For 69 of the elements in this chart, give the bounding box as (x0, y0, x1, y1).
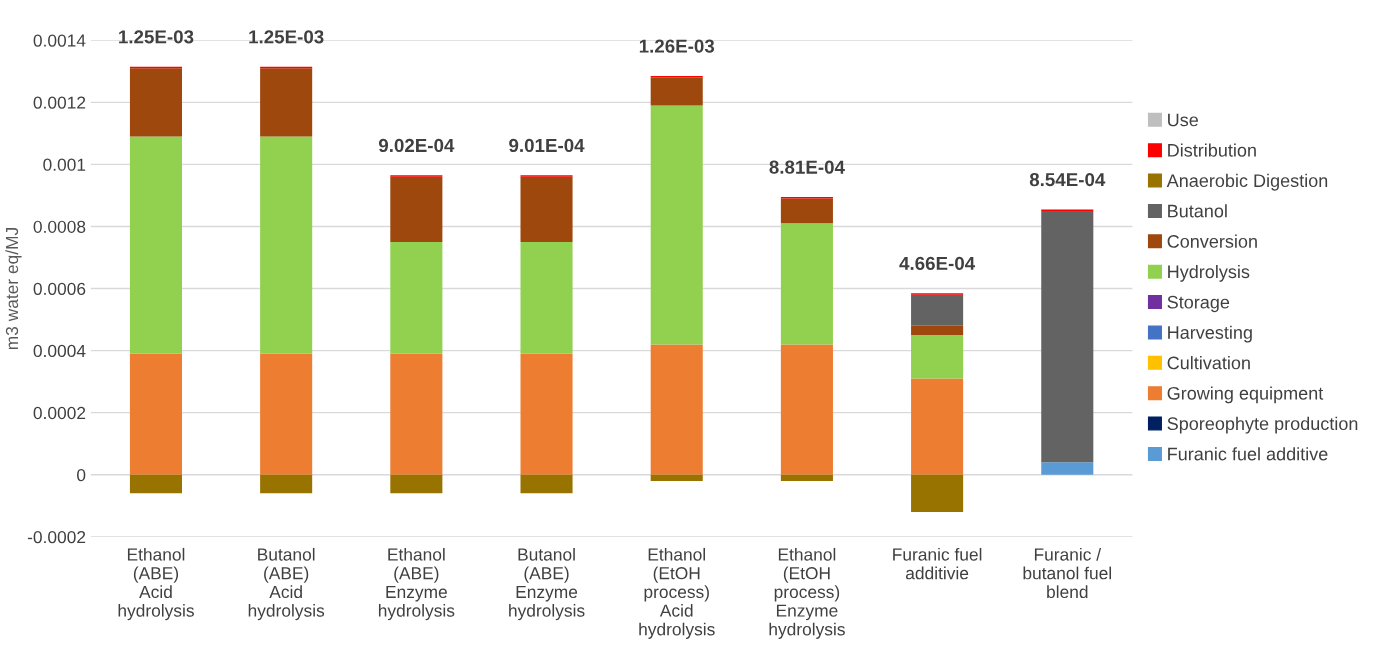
y-tick-label: 0 (77, 468, 86, 482)
bar (260, 136, 313, 354)
bar (129, 474, 182, 494)
legend-label: Storage (1167, 295, 1230, 313)
bar (911, 294, 964, 326)
total-label: 8.81E-04 (769, 160, 845, 174)
y-tick-label: 0.0002 (33, 406, 86, 420)
bar (520, 241, 573, 354)
x-tick-label: Butanol (ABE) Acid hydrolysis (248, 547, 325, 621)
bar (780, 344, 833, 475)
y-tick-label: 0.0006 (33, 282, 86, 295)
bar (390, 474, 443, 494)
y-axis-title: m3 water eq/MJ (5, 228, 22, 350)
bar (911, 474, 964, 512)
y-tick-label: 0.0012 (33, 96, 86, 109)
y-tick-label: 0.001 (43, 158, 86, 171)
legend-label: Harvesting (1168, 325, 1252, 343)
x-tick-label: Furanic / butanol fuel blend (1023, 547, 1112, 599)
legend-label: Conversion (1167, 234, 1257, 248)
bar (780, 223, 833, 345)
x-tick-label: Butanol (ABE) Enzyme hydrolysis (509, 547, 585, 621)
bar (1041, 462, 1094, 475)
bar (650, 105, 703, 345)
legend-label: Growing equipment (1167, 386, 1324, 404)
legend-label: Distribution (1168, 143, 1256, 157)
bar (390, 241, 443, 354)
bar (911, 378, 964, 475)
total-label: 9.01E-04 (509, 138, 585, 153)
bar (260, 353, 313, 475)
x-tick-label: Furanic fuel additivie (893, 547, 982, 580)
total-label: 1.26E-03 (639, 39, 715, 53)
bar (520, 353, 573, 475)
x-tick-label: Ethanol (ABE) Enzyme hydrolysis (378, 547, 455, 621)
x-tick-label: Ethanol (EtOH process) Enzyme hydrolysis (769, 547, 845, 639)
bar (1041, 210, 1094, 463)
bar (650, 344, 703, 475)
y-tick-label: 0.0014 (33, 34, 86, 47)
legend-label: Use (1168, 113, 1198, 127)
bar (260, 68, 313, 137)
y-tick-label: 0.0004 (33, 344, 86, 358)
bar (129, 68, 182, 137)
y-tick-label: -0.0002 (27, 530, 86, 544)
legend-label: Cultivation (1167, 356, 1250, 370)
legend-label: Sporeophyte production (1167, 416, 1358, 434)
bar (390, 353, 443, 475)
total-label: 1.25E-03 (249, 30, 324, 44)
bar (650, 77, 703, 106)
bar (780, 198, 833, 224)
bar (390, 176, 443, 242)
x-tick-label: Ethanol (EtOH process) Acid hydrolysis (639, 547, 715, 639)
legend-label: Furanic fuel additive (1168, 447, 1328, 461)
bar (911, 335, 964, 379)
bar (650, 474, 703, 481)
bar (911, 325, 964, 336)
bar (129, 136, 182, 354)
legend-label: Butanol (1168, 204, 1227, 218)
total-label: 4.66E-04 (899, 256, 976, 271)
legend-label: Hydrolysis (1168, 264, 1250, 282)
bar (260, 474, 313, 494)
total-label: 9.02E-04 (378, 138, 455, 153)
bar (129, 353, 182, 475)
bar (520, 474, 573, 494)
y-tick-label: 0.0008 (33, 220, 86, 233)
bar (780, 474, 833, 481)
legend-label: Anaerobic Digestion (1166, 173, 1328, 191)
x-tick-label: Ethanol (ABE) Acid hydrolysis (118, 547, 194, 621)
total-label: 8.54E-04 (1029, 172, 1106, 187)
total-label: 1.25E-03 (119, 30, 194, 44)
bar (520, 176, 573, 242)
